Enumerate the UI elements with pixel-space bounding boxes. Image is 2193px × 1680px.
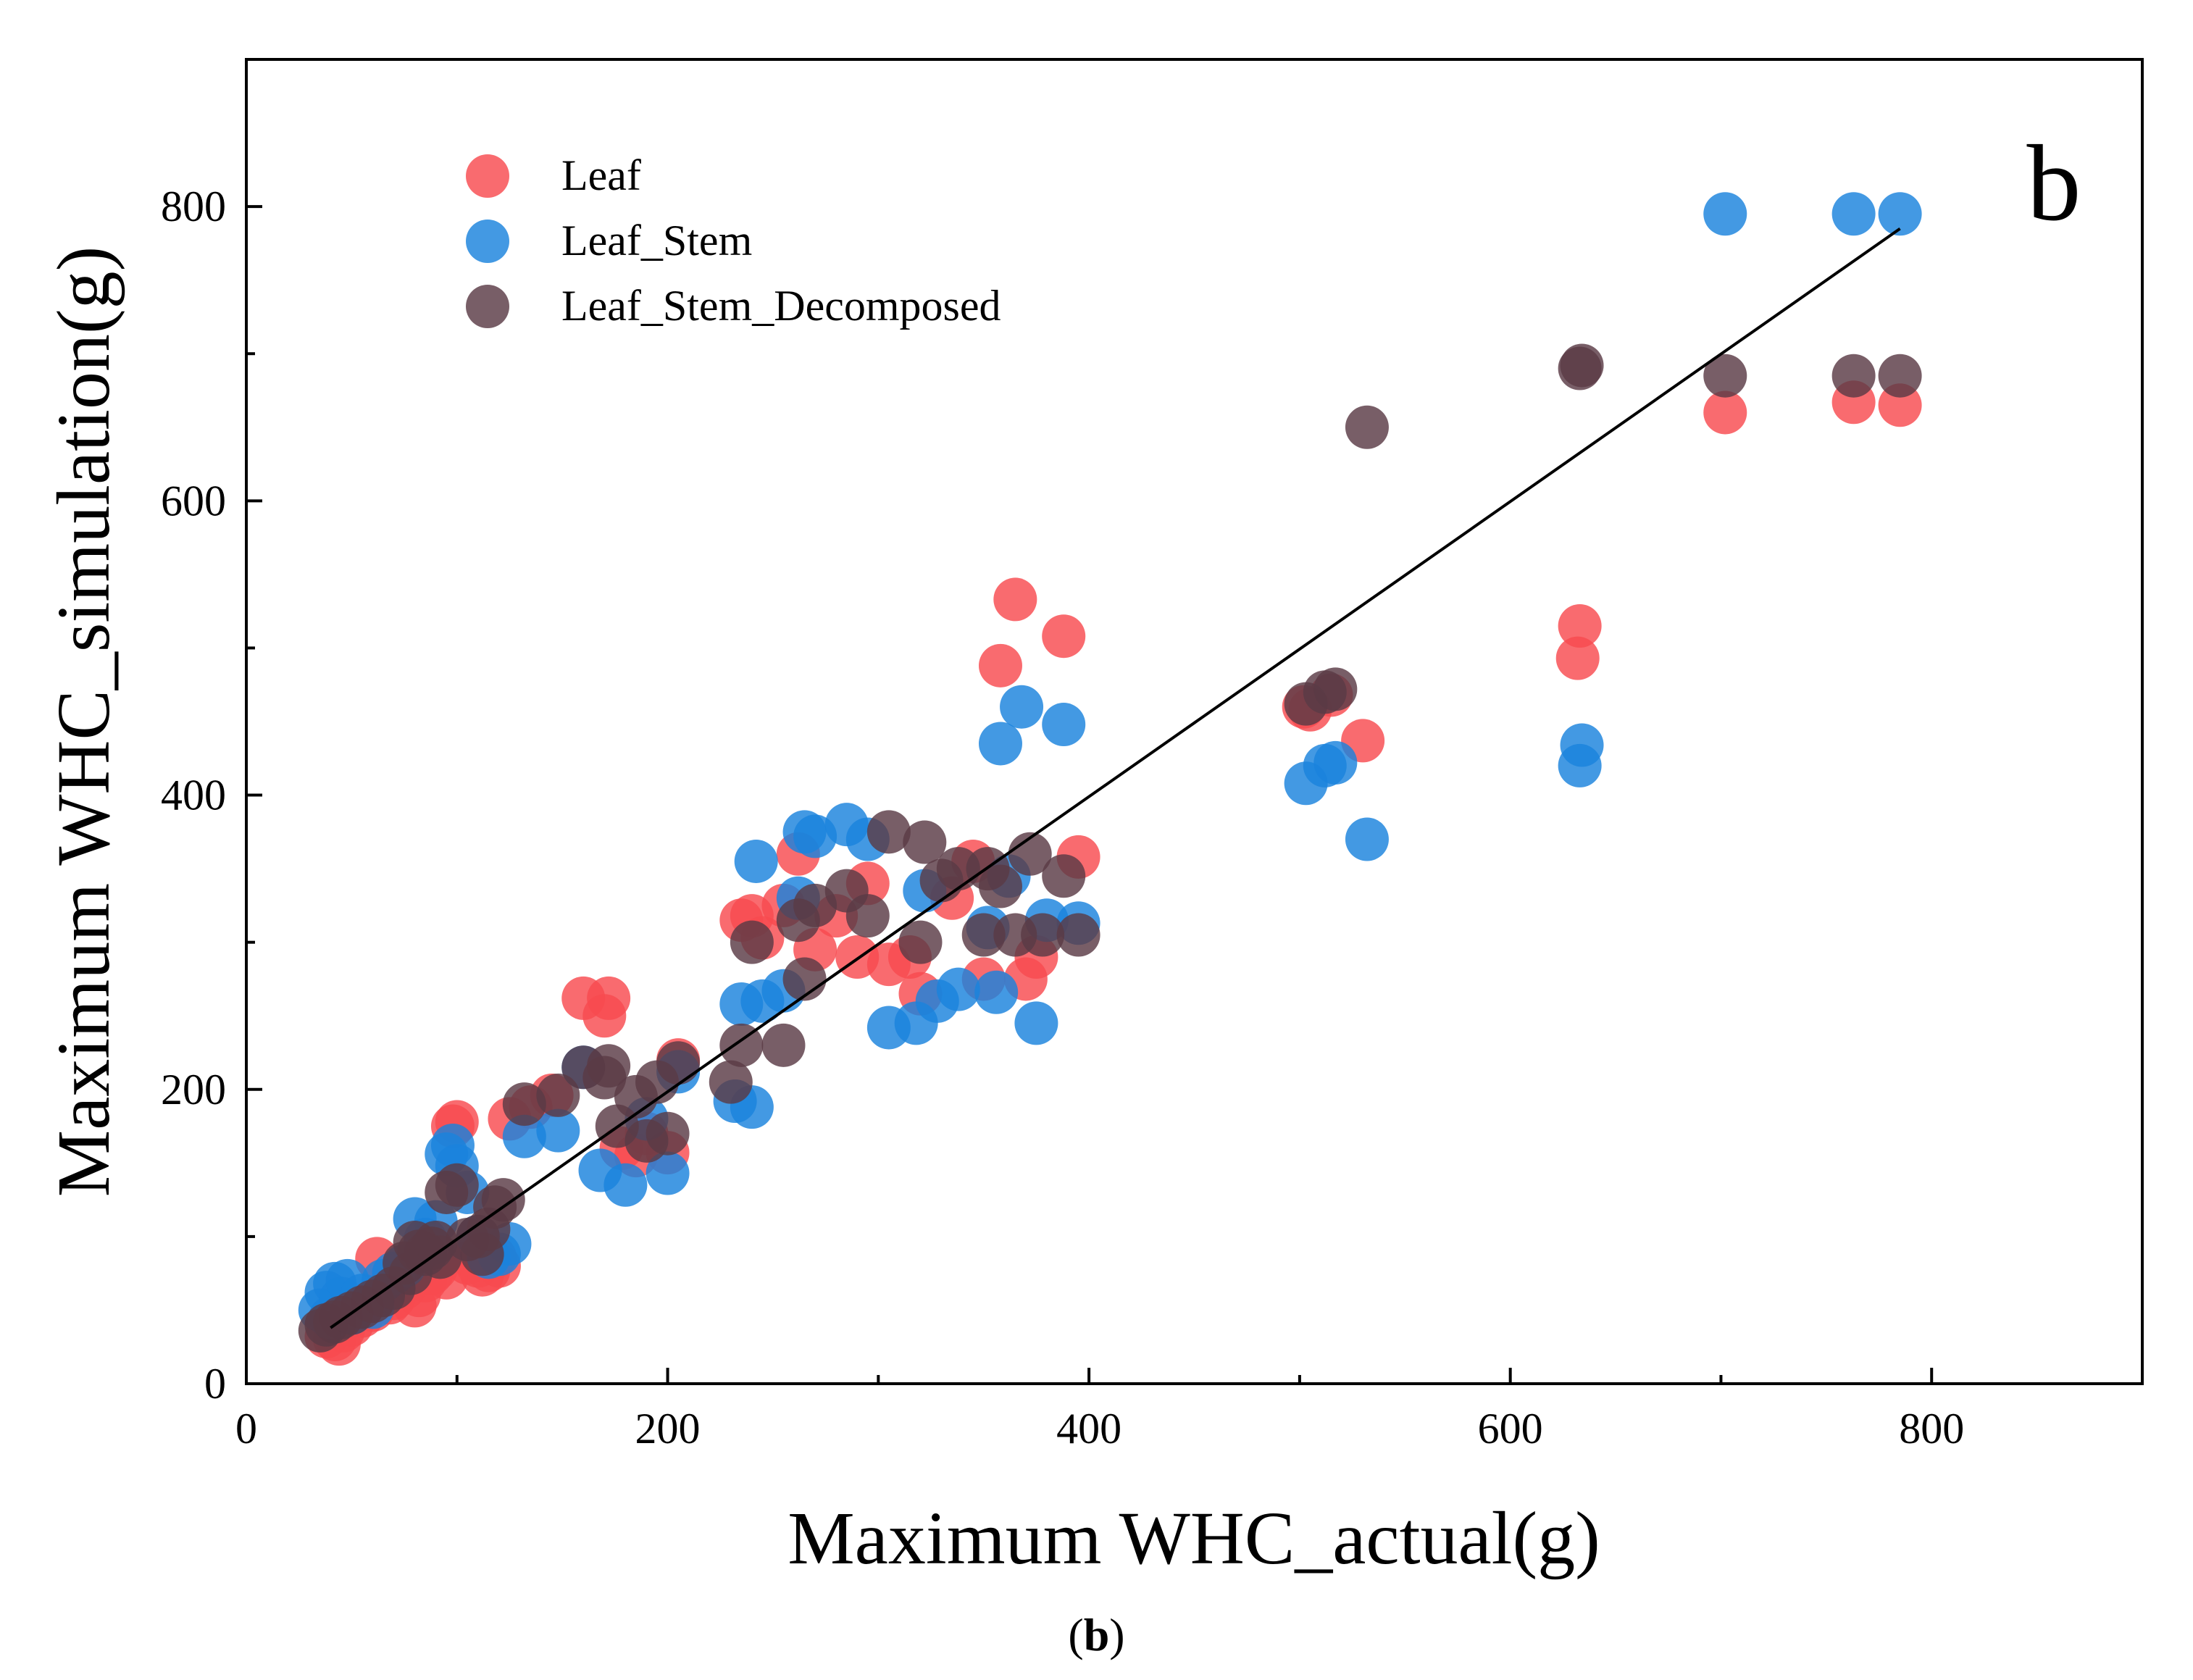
- y-tick-label: 0: [204, 1360, 226, 1408]
- point-leaf-stem-decomposed: [898, 920, 943, 964]
- point-leaf-stem-decomposed: [502, 1082, 546, 1127]
- y-tick-label: 400: [161, 772, 226, 819]
- caption-open: (: [1068, 1609, 1084, 1660]
- point-leaf: [1703, 390, 1747, 435]
- point-leaf-stem-decomposed: [646, 1111, 690, 1155]
- y-tick-label: 600: [161, 477, 226, 525]
- point-leaf-stem-decomposed: [1042, 854, 1086, 898]
- x-tick-label: 400: [1056, 1405, 1121, 1453]
- point-leaf-stem: [603, 1163, 648, 1207]
- point-leaf-stem: [936, 967, 980, 1011]
- y-tick-label: 800: [161, 183, 226, 230]
- point-leaf-stem: [1703, 192, 1747, 236]
- point-leaf-stem: [536, 1108, 580, 1153]
- point-leaf-stem-decomposed: [761, 1023, 806, 1067]
- point-leaf-stem-decomposed: [709, 1060, 753, 1104]
- point-leaf-stem-decomposed: [1831, 354, 1876, 398]
- data-points: [298, 192, 1922, 1366]
- legend-label-leaf-stem-decomposed: Leaf_Stem_Decomposed: [561, 282, 1001, 330]
- point-leaf-stem: [1560, 723, 1604, 767]
- point-leaf: [1555, 636, 1600, 680]
- y-tick-label: 200: [161, 1066, 226, 1113]
- point-leaf-stem: [502, 1114, 546, 1158]
- legend-label-leaf: Leaf: [561, 151, 641, 199]
- legend-marker-leaf-stem-decomposed: [466, 285, 509, 328]
- point-leaf-stem: [974, 970, 1019, 1014]
- x-axis-ticks: 0 200 400 600 800: [235, 1368, 1964, 1453]
- point-leaf-stem: [734, 839, 778, 883]
- point-leaf-stem: [1042, 703, 1086, 747]
- point-leaf: [993, 577, 1037, 622]
- fit-line: [330, 227, 1901, 1329]
- point-leaf-stem-decomposed: [1008, 832, 1052, 876]
- point-leaf-stem-decomposed: [1878, 354, 1922, 398]
- point-leaf-stem-decomposed: [719, 1023, 764, 1067]
- point-leaf-stem-decomposed: [656, 1041, 701, 1085]
- point-leaf-stem-decomposed: [978, 864, 1022, 908]
- point-leaf-stem-decomposed: [866, 810, 911, 854]
- point-leaf-stem: [978, 722, 1022, 766]
- point-leaf-stem-decomposed: [536, 1073, 580, 1117]
- legend: Leaf Leaf_Stem Leaf_Stem_Decomposed: [466, 151, 1001, 330]
- point-leaf-stem-decomposed: [730, 920, 774, 964]
- point-leaf-stem: [1345, 817, 1389, 861]
- point-leaf-stem: [1313, 740, 1358, 785]
- point-leaf-stem: [1000, 685, 1044, 729]
- x-tick-label: 600: [1478, 1405, 1543, 1453]
- panel-letter: b: [2027, 123, 2081, 243]
- legend-label-leaf-stem: Leaf_Stem: [561, 217, 752, 264]
- point-leaf-stem-decomposed: [1345, 405, 1389, 449]
- legend-marker-leaf: [466, 154, 509, 198]
- caption-close: ): [1109, 1609, 1125, 1660]
- point-leaf-stem: [646, 1151, 690, 1195]
- point-leaf-stem-decomposed: [903, 820, 947, 864]
- point-leaf-stem-decomposed: [587, 1044, 631, 1088]
- point-leaf-stem-decomposed: [845, 894, 890, 938]
- point-leaf-stem-decomposed: [1560, 343, 1604, 388]
- point-leaf: [1558, 603, 1602, 648]
- point-leaf-stem-decomposed: [1313, 667, 1358, 711]
- y-axis-title: Maximum WHC_simulation(g): [42, 246, 125, 1197]
- point-leaf-stem-decomposed: [435, 1163, 479, 1207]
- point-leaf-stem-decomposed: [1703, 354, 1747, 398]
- plot-frame: [245, 58, 2144, 1385]
- x-tick-label: 200: [635, 1405, 701, 1453]
- x-axis-title: Maximum WHC_actual(g): [788, 1497, 1600, 1580]
- x-tick-label: 800: [1899, 1405, 1964, 1453]
- point-leaf-stem-decomposed: [1056, 913, 1100, 957]
- point-leaf-stem-decomposed: [961, 913, 1006, 957]
- point-leaf: [978, 643, 1022, 688]
- point-leaf-stem-decomposed: [1021, 913, 1065, 957]
- point-leaf-stem: [1878, 192, 1922, 236]
- y-axis-ticks: 0 200 400 600 800: [161, 183, 262, 1408]
- figure-caption: (b): [0, 1608, 2193, 1662]
- x-tick-label: 0: [235, 1405, 257, 1453]
- point-leaf: [587, 976, 631, 1020]
- caption-label: b: [1083, 1609, 1110, 1660]
- point-leaf-stem: [1014, 1001, 1058, 1045]
- legend-marker-leaf-stem: [466, 220, 509, 263]
- point-leaf: [1042, 614, 1086, 659]
- point-leaf-stem: [1831, 192, 1876, 236]
- point-leaf-stem-decomposed: [481, 1178, 525, 1222]
